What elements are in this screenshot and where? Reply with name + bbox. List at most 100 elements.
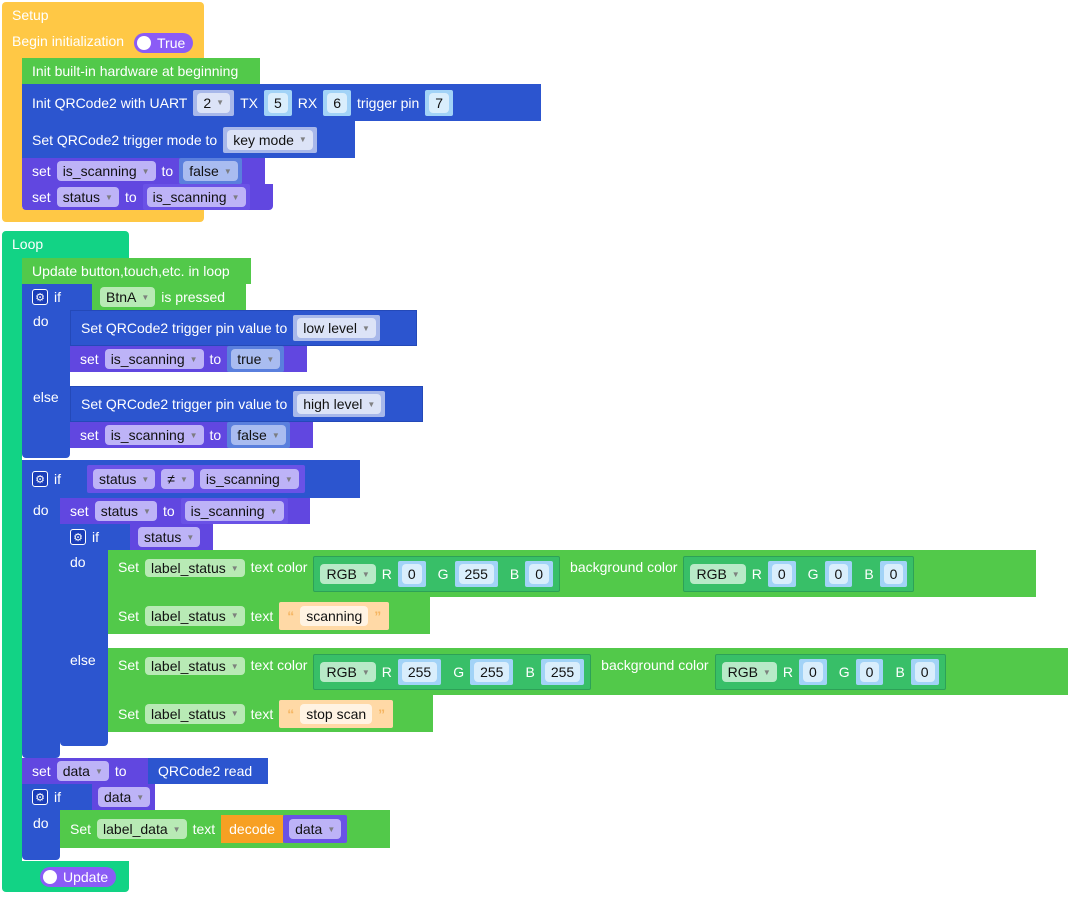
color-mode-dropdown[interactable]: RGB — [696, 566, 727, 582]
variable-dropdown[interactable]: status — [62, 189, 101, 205]
level-dropdown[interactable]: high level — [303, 396, 363, 412]
label-dropdown[interactable]: label_status — [151, 705, 226, 722]
color-mode-dropdown[interactable]: RGB — [326, 664, 357, 680]
color-mode-dropdown[interactable]: RGB — [326, 566, 357, 582]
r-input[interactable]: 0 — [802, 662, 823, 682]
trigger-pin-low-block[interactable]: Set QRCode2 trigger pin value to low lev… — [70, 310, 417, 346]
trigger-pin-input[interactable]: 7 — [429, 92, 450, 113]
variable-dropdown[interactable]: status — [100, 503, 139, 519]
r-input[interactable]: 0 — [401, 564, 422, 584]
rx-label: RX — [297, 94, 318, 111]
g-input[interactable]: 0 — [859, 662, 880, 682]
do-label: do — [33, 815, 49, 831]
string-block[interactable]: “ scanning ” — [279, 601, 390, 630]
string-block[interactable]: “ stop scan ” — [279, 699, 394, 728]
dropdown-arrow-icon: ▼ — [172, 824, 181, 834]
level-dropdown[interactable]: low level — [303, 320, 357, 336]
set-is-scanning-true-block[interactable]: set is_scanning ▼ to true ▼ — [70, 346, 307, 372]
b-input[interactable]: 255 — [544, 662, 581, 682]
set-status-block[interactable]: set status ▼ to is_scanning ▼ — [22, 184, 273, 210]
begin-init-toggle[interactable]: True — [134, 33, 194, 53]
init-hardware-block[interactable]: Init built-in hardware at beginning — [22, 58, 260, 84]
button-dropdown[interactable]: BtnA — [106, 289, 137, 305]
set-data-block[interactable]: set data ▼ to — [22, 758, 150, 784]
tx-input[interactable]: 5 — [267, 92, 288, 113]
variable-dropdown[interactable]: status — [99, 471, 137, 487]
variable-dropdown[interactable]: is_scanning — [152, 189, 227, 205]
trigger-pin-value[interactable]: 7 — [425, 89, 454, 116]
set-is-scanning-block[interactable]: set is_scanning ▼ to false ▼ — [22, 158, 265, 184]
g-input[interactable]: 255 — [474, 662, 510, 682]
if-block-status[interactable] — [60, 524, 108, 746]
r-input[interactable]: 0 — [771, 564, 792, 584]
set-label-text-block[interactable]: Set label_status ▼ text “ scanning ” — [108, 597, 430, 634]
set-label-data-text-block[interactable]: Set label_data ▼ text decode data ▼ — [60, 810, 390, 848]
variable-dropdown[interactable]: data — [295, 821, 323, 837]
rgb-block[interactable]: RGB ▼ R 255 G 255 B 255 — [313, 654, 592, 690]
gear-icon[interactable]: ⚙ — [32, 789, 48, 805]
b-input[interactable]: 0 — [883, 564, 904, 584]
decode-block[interactable]: decode data ▼ — [221, 815, 348, 843]
set-label: set — [32, 189, 51, 205]
g-input[interactable]: 0 — [828, 564, 849, 584]
variable-dropdown[interactable]: is_scanning — [62, 163, 137, 179]
trigger-pin-high-block[interactable]: Set QRCode2 trigger pin value to high le… — [70, 386, 423, 422]
if-block-btn[interactable] — [22, 284, 70, 458]
variable-dropdown[interactable]: data — [104, 789, 132, 805]
variable-dropdown[interactable]: status — [144, 529, 182, 545]
boolean-dropdown[interactable]: false — [237, 427, 267, 443]
init-qrcode-block[interactable]: Init QRCode2 with UART 2 ▼ TX 5 RX 6 trig… — [22, 84, 541, 121]
variable-dropdown[interactable]: is_scanning — [190, 503, 265, 519]
trigger-mode-block[interactable]: Set QRCode2 trigger mode to key mode ▼ — [22, 121, 355, 158]
label-dropdown[interactable]: label_data — [103, 821, 168, 837]
set-label-text-block[interactable]: Set label_status ▼ text “ stop scan ” — [108, 695, 433, 732]
set-status-block[interactable]: set status ▼ to is_scanning ▼ — [60, 498, 310, 524]
qrcode-read-block[interactable]: QRCode2 read — [148, 758, 268, 784]
b-input[interactable]: 0 — [914, 662, 935, 682]
uart-dropdown[interactable]: 2 — [203, 94, 212, 111]
block-label: Init built-in hardware at beginning — [32, 63, 239, 79]
dropdown-arrow-icon: ▼ — [230, 709, 239, 718]
variable-dropdown[interactable]: is_scanning — [110, 427, 185, 443]
tx-value[interactable]: 5 — [263, 89, 292, 116]
set-label-color-block[interactable]: Set label_status ▼ text color RGB ▼ R 255 G… — [108, 648, 1068, 695]
data-variable-block[interactable]: data ▼ — [92, 784, 155, 810]
variable-dropdown[interactable]: is_scanning — [205, 471, 280, 487]
string-input[interactable]: scanning — [300, 605, 369, 626]
string-input[interactable]: stop scan — [300, 703, 373, 724]
uart-value[interactable]: 2 ▼ — [193, 89, 235, 116]
label-dropdown[interactable]: label_status — [151, 658, 226, 674]
gear-icon[interactable]: ⚙ — [32, 289, 48, 305]
button-pressed-block[interactable]: BtnA ▼ is pressed — [92, 284, 246, 310]
gear-icon[interactable]: ⚙ — [32, 471, 48, 487]
b-input[interactable]: 0 — [529, 564, 550, 584]
label-dropdown[interactable]: label_status — [151, 560, 226, 576]
boolean-dropdown[interactable]: true — [237, 351, 262, 367]
rx-input[interactable]: 6 — [327, 92, 348, 113]
dropdown-arrow-icon: ▼ — [230, 661, 239, 671]
variable-dropdown[interactable]: data — [62, 763, 90, 779]
update-toggle[interactable]: Update — [40, 867, 117, 887]
color-mode-dropdown[interactable]: RGB — [727, 664, 758, 680]
dropdown-arrow-icon: ▼ — [367, 399, 376, 409]
boolean-dropdown[interactable]: false — [189, 163, 219, 179]
trigger-mode-dropdown[interactable]: key mode — [233, 131, 294, 148]
g-input[interactable]: 255 — [458, 564, 494, 584]
operator-dropdown[interactable]: ≠ — [167, 471, 175, 487]
variable-dropdown[interactable]: is_scanning — [110, 351, 185, 367]
gear-icon[interactable]: ⚙ — [70, 529, 86, 545]
status-variable-block[interactable]: status ▼ — [130, 524, 213, 550]
update-hardware-block[interactable]: Update button,touch,etc. in loop — [22, 258, 251, 284]
r-input[interactable]: 255 — [401, 662, 438, 682]
set-label: Set — [118, 705, 140, 722]
label-dropdown[interactable]: label_status — [151, 607, 226, 624]
trigger-mode-value[interactable]: key mode ▼ — [223, 126, 317, 153]
rx-value[interactable]: 6 — [323, 89, 352, 116]
compare-block[interactable]: status ▼ ≠ ▼ is_scanning ▼ — [87, 465, 305, 493]
set-is-scanning-false-block[interactable]: set is_scanning ▼ to false ▼ — [70, 422, 313, 448]
if-block-status-compare[interactable] — [22, 460, 60, 758]
